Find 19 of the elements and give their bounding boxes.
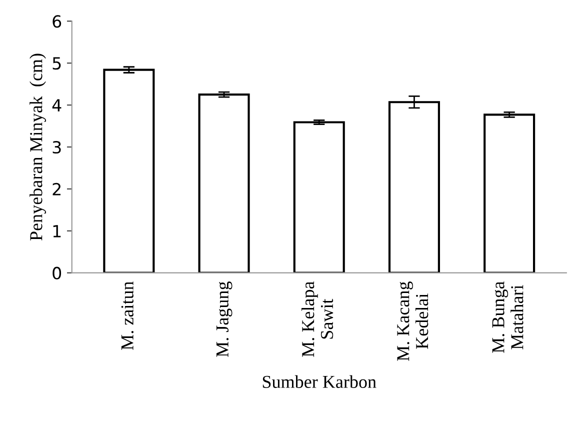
bar — [293, 121, 345, 273]
y-tick-label: 6 — [52, 15, 62, 28]
x-tick-label: M. Kacang Kedelai — [397, 282, 428, 361]
x-tick-label: M. zaitun — [121, 281, 134, 350]
bar — [198, 94, 250, 273]
x-tick-label: M. Bunga Matahari — [492, 281, 524, 353]
y-tick-label: 3 — [52, 140, 61, 154]
y-axis-title: Penyebaran Minyak (cm) — [30, 54, 46, 240]
y-tick-label: 4 — [52, 99, 62, 112]
x-tick-label: M. Jagung — [216, 282, 232, 357]
x-axis-title: Sumber Karbon — [262, 375, 376, 388]
y-tick-label: 2 — [52, 182, 60, 196]
bar — [388, 101, 440, 273]
bar — [484, 114, 536, 273]
y-tick-label: 0 — [52, 266, 62, 280]
bar — [103, 68, 155, 273]
y-tick-label: 5 — [52, 57, 61, 70]
x-tick-label: M. Kelapa Sawit — [302, 281, 334, 357]
y-tick-label: 1 — [53, 225, 61, 238]
